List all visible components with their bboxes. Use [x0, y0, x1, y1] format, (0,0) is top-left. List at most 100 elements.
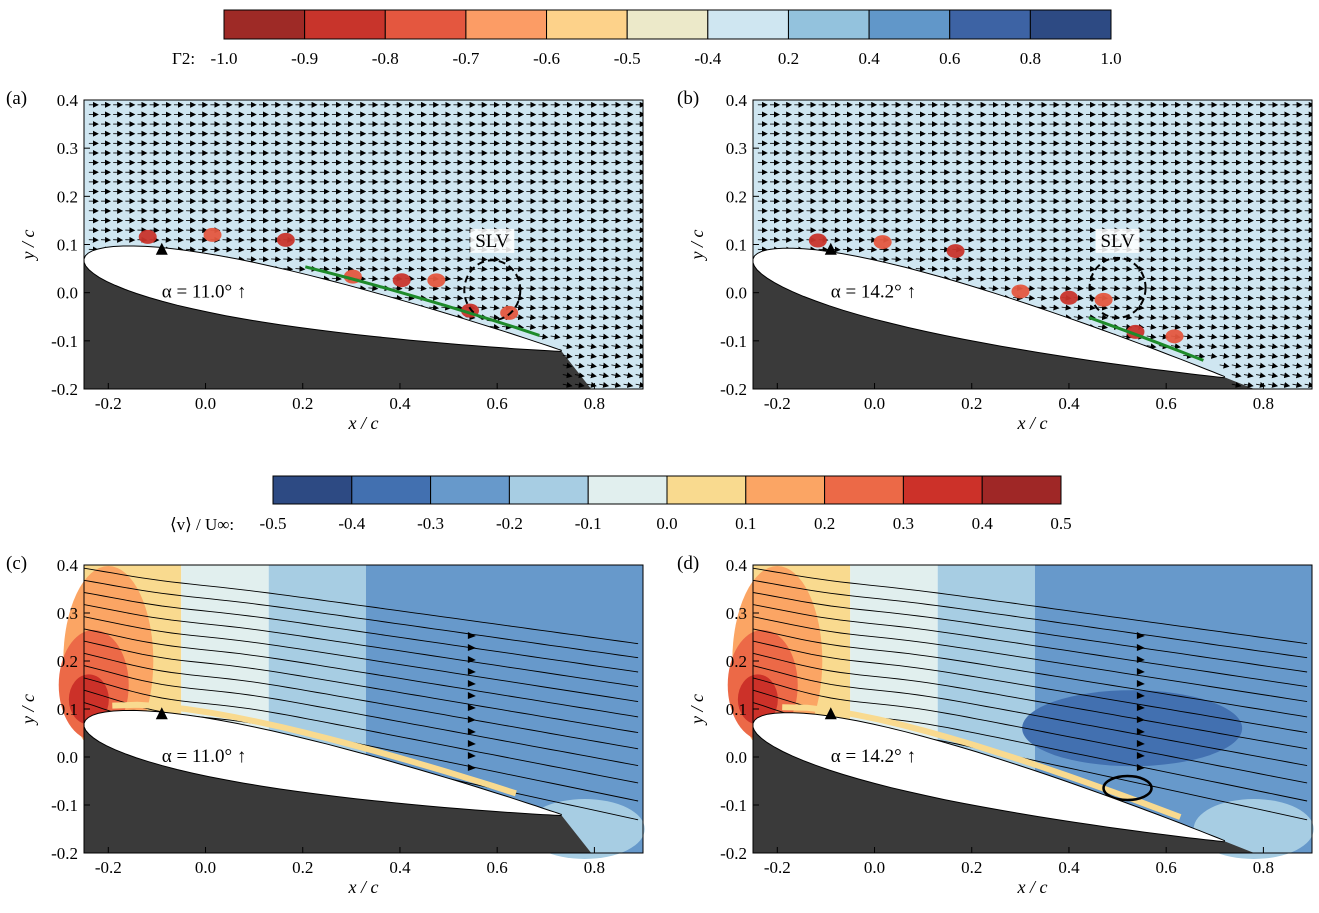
velocity-vector [453, 285, 464, 292]
x-axis-label: x / c [1017, 877, 1048, 897]
y-tick-label: 0.1 [57, 236, 78, 255]
y-tick-label: 0.2 [726, 652, 747, 671]
colorbar-v-velocity-tick-label: 0.5 [1050, 514, 1071, 533]
velocity-vector [416, 285, 427, 292]
velocity-vector [623, 372, 634, 379]
velocity-vector [1134, 304, 1145, 311]
velocity-vector [562, 275, 573, 282]
velocity-vector [1073, 314, 1084, 321]
velocity-vector [623, 285, 634, 292]
velocity-vector [1037, 294, 1048, 301]
velocity-vector [562, 333, 573, 340]
x-tick-label: 0.6 [1156, 858, 1177, 877]
velocity-vector [599, 294, 610, 301]
colorbar-v-velocity-tick-label: 0.0 [656, 514, 677, 533]
x-tick-label: 0.6 [487, 394, 508, 413]
streamline-arrow [467, 667, 476, 675]
velocity-vector [1183, 314, 1194, 321]
velocity-vector [1110, 285, 1121, 292]
x-tick-label: 0.0 [195, 394, 216, 413]
colorbar-v-velocity-tick-label: 0.1 [735, 514, 756, 533]
velocity-vector [635, 382, 643, 388]
velocity-vector [1061, 304, 1072, 311]
y-axis-label: y / c [18, 694, 38, 726]
velocity-vector [295, 256, 306, 263]
colorbar-v-velocity-swatch [587, 475, 668, 505]
velocity-vector [1183, 333, 1194, 340]
velocity-vector [574, 285, 585, 292]
velocity-vector [611, 265, 622, 272]
velocity-vector [441, 256, 452, 263]
velocity-vector [1256, 333, 1266, 340]
velocity-vector [1158, 304, 1169, 311]
velocity-vector [429, 265, 440, 272]
velocity-vector [489, 294, 500, 301]
velocity-vector [611, 275, 622, 282]
colorbar-gamma2-swatch [546, 9, 628, 40]
velocity-vector [1243, 352, 1254, 359]
velocity-vector [1170, 304, 1181, 311]
velocity-vector [1304, 294, 1312, 301]
velocity-vector [453, 265, 464, 272]
streamline [84, 604, 639, 688]
vortex-core [1094, 292, 1113, 307]
streamline-arrow [1136, 703, 1145, 711]
velocity-vector [526, 265, 537, 272]
velocity-vector [611, 352, 622, 359]
velocity-vector [1061, 265, 1072, 272]
y-tick-label: 0.0 [726, 284, 747, 303]
velocity-vector [1219, 256, 1230, 263]
x-axis-label: x / c [348, 877, 379, 897]
velocity-vector [1292, 285, 1303, 292]
velocity-vector [1183, 304, 1194, 311]
velocity-vector [1207, 304, 1218, 311]
velocity-vector [1304, 265, 1312, 272]
velocity-vector [611, 343, 622, 350]
velocity-vector [1183, 294, 1194, 301]
velocity-vector [538, 275, 549, 282]
velocity-vector [1280, 323, 1291, 330]
velocity-vector [502, 275, 512, 282]
velocity-vector [514, 285, 525, 292]
velocity-vector [964, 275, 975, 282]
colorbar-gamma2-tick-label: -0.9 [291, 49, 318, 68]
y-tick-label: -0.2 [720, 844, 747, 863]
panel-c-label: (c) [6, 553, 27, 574]
colorbar-v-velocity-tick-label: -0.3 [417, 514, 444, 533]
x-tick-label: 0.2 [292, 858, 313, 877]
velocity-vector [1146, 265, 1157, 272]
velocity-vector [1098, 323, 1109, 330]
x-tick-label: 0.8 [584, 394, 605, 413]
velocity-vector [1013, 256, 1024, 263]
velocity-vector [1207, 352, 1218, 359]
velocity-vector [1073, 256, 1084, 263]
velocity-vector [976, 275, 987, 282]
streamline [753, 665, 1308, 767]
velocity-vector [587, 362, 597, 369]
velocity-vector [526, 304, 537, 311]
velocity-vector [1134, 265, 1145, 272]
y-tick-label: -0.2 [720, 380, 747, 399]
velocity-vector [1061, 275, 1072, 282]
velocity-vector [1158, 275, 1169, 282]
colorbar-v-velocity-tick-label: -0.5 [260, 514, 287, 533]
velocity-vector [599, 382, 610, 388]
velocity-vector [623, 382, 634, 388]
velocity-vector [514, 256, 525, 263]
velocity-vector [587, 256, 598, 263]
velocity-vector [538, 285, 549, 292]
streamline-arrow [467, 763, 476, 771]
velocity-vector [587, 314, 598, 321]
velocity-vector [1170, 343, 1181, 350]
velocity-vector [1256, 304, 1267, 311]
velocity-vector [283, 265, 294, 272]
y-tick-label: 0.2 [57, 652, 78, 671]
velocity-vector [1292, 265, 1303, 272]
velocity-vector [1268, 333, 1279, 340]
x-tick-label: 0.0 [195, 858, 216, 877]
marker-triangle [155, 707, 168, 720]
velocity-vector [1219, 294, 1230, 301]
velocity-vector [1146, 323, 1157, 330]
velocity-vector [489, 323, 500, 330]
velocity-vector [562, 362, 573, 369]
